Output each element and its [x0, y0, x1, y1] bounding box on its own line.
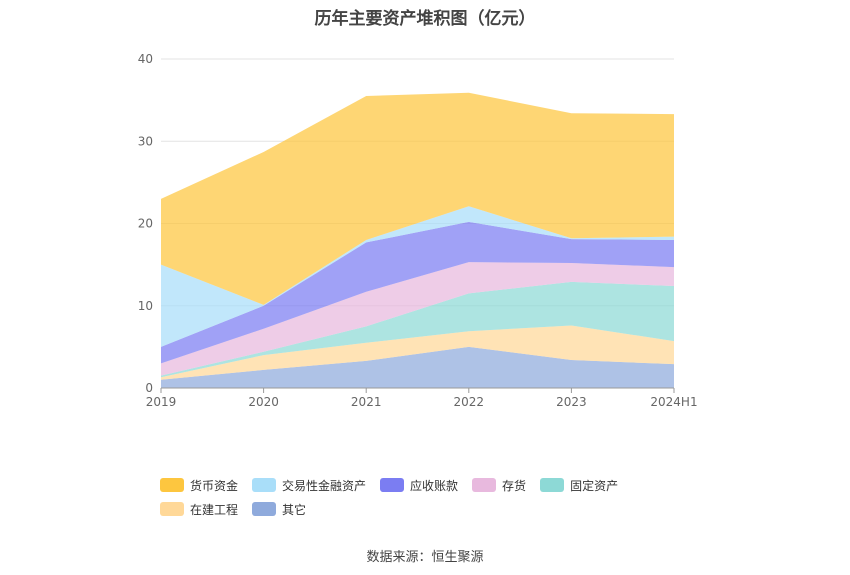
legend-label: 在建工程: [190, 502, 239, 517]
legend-item[interactable]: 固定资产: [540, 473, 618, 497]
area-series-1: [161, 325, 674, 380]
legend-label: 固定资产: [570, 478, 619, 493]
x-tick-label: 2022: [454, 395, 485, 409]
legend-item[interactable]: 其它: [252, 497, 306, 521]
x-tick-label: 2019: [146, 395, 177, 409]
y-tick-label: 0: [145, 381, 153, 395]
area-series-3: [161, 262, 674, 376]
legend-swatch: [472, 478, 497, 492]
y-tick-label: 10: [138, 299, 153, 313]
legend-swatch: [540, 478, 565, 492]
area-series-4: [161, 221, 674, 364]
legend-item[interactable]: 货币资金: [160, 473, 238, 497]
legend-swatch: [160, 502, 184, 516]
stacked-area-chart: 0 10 20 30 40 2019 2020 2021 2022 2023 2024H1: [138, 52, 698, 409]
legend-label: 交易性金融资产: [282, 478, 367, 493]
x-tick-label: 2023: [556, 395, 587, 409]
chart-title: 历年主要资产堆积图（亿元）: [314, 9, 536, 29]
y-tick-label: 30: [138, 134, 153, 148]
legend-item[interactable]: 存货: [472, 473, 526, 497]
chart-legend: 货币资金 交易性金融资产 应收账款 存货 固定资产在建工程 其它: [160, 473, 720, 521]
legend-swatch: [252, 478, 277, 492]
data-source-note: 数据来源：恒生聚源: [366, 550, 484, 565]
legend-label: 其它: [282, 502, 307, 517]
legend-label: 存货: [502, 478, 527, 493]
legend-item[interactable]: 应收账款: [380, 473, 458, 497]
area-series-0: [161, 346, 674, 388]
y-tick-label: 20: [138, 217, 153, 231]
x-tick-label: 2021: [351, 395, 382, 409]
area-series-2: [161, 281, 674, 378]
legend-swatch: [160, 478, 184, 492]
legend-swatch: [252, 502, 277, 516]
legend-item[interactable]: 在建工程: [160, 497, 238, 521]
y-tick-label: 40: [138, 52, 153, 66]
legend-item[interactable]: 交易性金融资产: [252, 473, 366, 497]
x-tick-label: 2024H1: [650, 395, 697, 409]
area-series-6: [161, 92, 674, 305]
x-tick-label: 2020: [248, 395, 279, 409]
legend-swatch: [380, 478, 405, 492]
legend-label: 应收账款: [410, 478, 459, 493]
legend-label: 货币资金: [190, 478, 239, 493]
